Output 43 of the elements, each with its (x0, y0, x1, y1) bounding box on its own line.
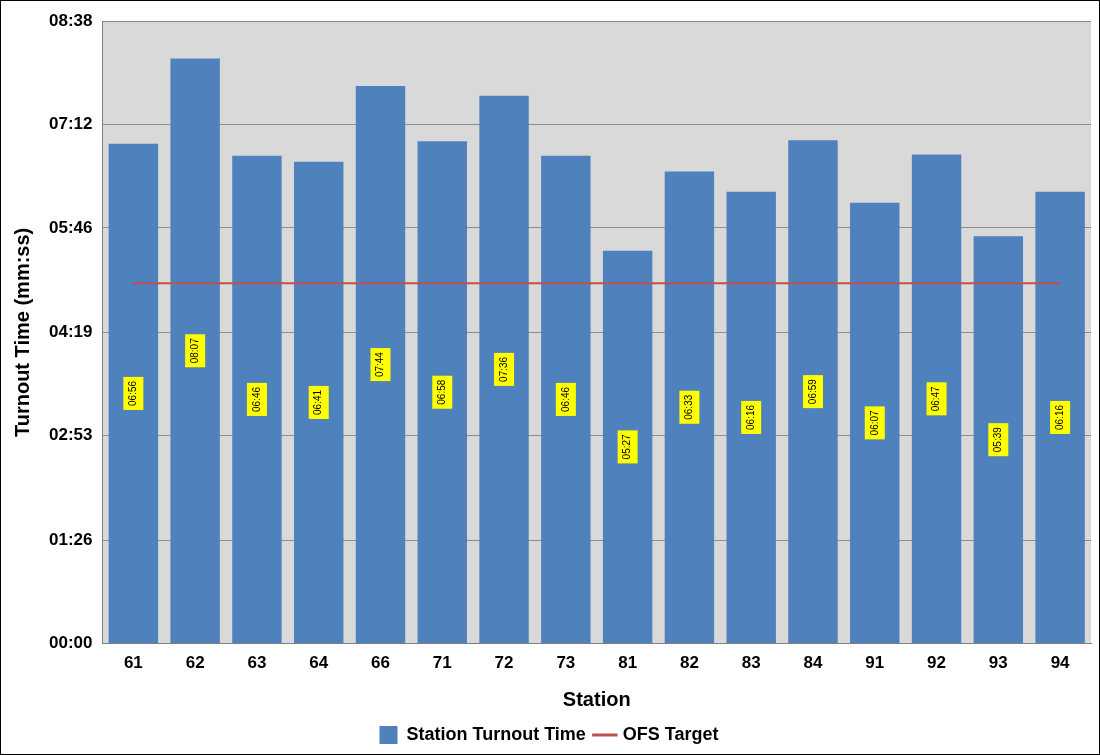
data-label: 06:56 (127, 380, 139, 406)
data-label: 06:46 (250, 386, 262, 412)
x-tick-label: 82 (679, 653, 699, 673)
data-label: 06:47 (930, 385, 942, 412)
x-tick-label: 64 (309, 653, 329, 673)
x-tick-label: 72 (494, 653, 514, 673)
data-label: 06:41 (312, 389, 324, 415)
y-tick-label: 01:26 (49, 529, 93, 549)
x-tick-label: 91 (865, 653, 885, 673)
data-label: 06:58 (436, 379, 448, 405)
x-tick-label: 63 (247, 653, 267, 673)
data-label: 06:59 (806, 378, 818, 405)
y-tick-label: 05:46 (49, 217, 93, 237)
y-tick-label: 07:12 (49, 114, 93, 134)
x-tick-label: 93 (988, 653, 1008, 673)
y-tick-label: 00:00 (49, 633, 93, 653)
x-tick-label: 61 (123, 653, 143, 673)
x-tick-label: 94 (1050, 653, 1071, 673)
legend-label: OFS Target (622, 723, 719, 744)
data-label: 08:07 (188, 337, 200, 364)
y-axis-title: Turnout Time (mm:ss) (10, 227, 33, 438)
x-tick-label: 83 (741, 653, 761, 673)
x-tick-label: 81 (618, 653, 638, 673)
data-label: 06:07 (868, 409, 880, 436)
data-label: 07:36 (497, 356, 509, 382)
x-tick-label: 84 (803, 653, 823, 673)
data-label: 05:27 (621, 433, 633, 460)
x-tick-label: 73 (556, 653, 576, 673)
x-axis-title: Station (562, 687, 631, 710)
x-tick-label: 66 (371, 653, 390, 673)
data-label: 05:39 (992, 426, 1004, 453)
data-label: 06:16 (1053, 404, 1065, 430)
legend-label: Station Turnout Time (406, 723, 586, 744)
y-tick-label: 02:53 (49, 425, 93, 445)
data-label: 06:16 (744, 404, 756, 430)
y-tick-label: 04:19 (49, 322, 93, 342)
data-label: 06:33 (683, 394, 695, 420)
x-tick-label: 62 (185, 653, 205, 673)
x-tick-label: 71 (432, 653, 452, 673)
data-label: 07:44 (374, 351, 386, 378)
y-tick-label: 08:38 (49, 10, 93, 30)
x-tick-label: 92 (927, 653, 946, 673)
data-label: 06:46 (559, 386, 571, 412)
